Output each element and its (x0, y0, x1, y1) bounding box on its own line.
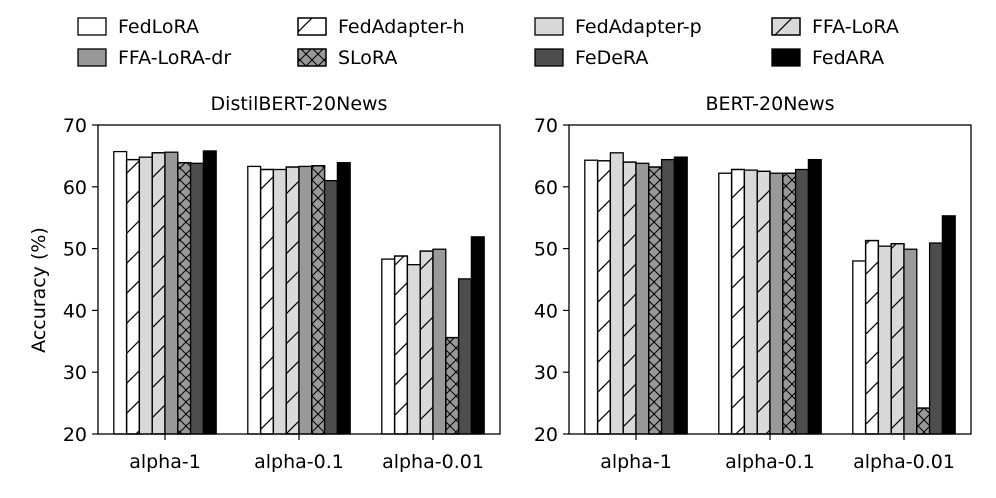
x-tick-label-alpha-0-01: alpha-0.01 (382, 451, 484, 473)
legend-label: FedAdapter-h (338, 16, 465, 38)
bar-fedara-alpha-0-1 (807, 158, 822, 435)
bar-fedadapter-p-alpha-0-01 (406, 264, 421, 435)
y-axis-label: Accuracy (%) (28, 227, 50, 353)
y-tick-label-40: 40 (63, 300, 87, 322)
x-tick-label-alpha-0-01: alpha-0.01 (853, 451, 955, 473)
x-tick-label-alpha-0-1: alpha-0.1 (725, 451, 815, 473)
bar-fedlora-alpha-1 (584, 159, 599, 435)
chart-bert-20news: BERT-20News alpha-1 alpha-0.1 alpha-0.01 20 3… (534, 93, 972, 473)
bar-fedara-alpha-0-01 (470, 236, 485, 435)
bar-fedara-alpha-1 (673, 156, 688, 435)
y-tick-label-40: 40 (534, 300, 558, 322)
bar-hatch-ffa-lora-alpha-0-1 (756, 170, 771, 435)
bar-hatch-fedadapter-h-alpha-0-01 (864, 239, 880, 435)
bar-hatch-slora-alpha-0-01 (445, 336, 460, 435)
bar-hatch-fedadapter-h-alpha-1 (125, 158, 141, 435)
legend-swatch-hatch (297, 17, 327, 36)
bar-fedlora-alpha-0-01 (381, 258, 396, 435)
bar-hatch-ffa-lora-alpha-0-01 (419, 250, 434, 435)
legend-label: FFA-LoRA (812, 16, 899, 38)
legend-item-fedadapter-h: FedAdapter-h (297, 16, 465, 38)
bar-fedlora-alpha-0-1 (247, 165, 262, 435)
legend-label: FedLoRA (118, 16, 199, 38)
bar-federa-alpha-1 (660, 158, 676, 435)
bar-fedara-alpha-0-1 (336, 162, 351, 435)
x-tick-label-alpha-1: alpha-1 (129, 451, 201, 473)
bar-ffa-lora-dr-alpha-0-01 (432, 248, 447, 435)
bar-federa-alpha-0-01 (457, 278, 473, 435)
legend-label: FFA-LoRA-dr (118, 47, 231, 69)
bar-ffa-lora-dr-alpha-1 (164, 151, 179, 435)
legend-item-ffa-lora: FFA-LoRA (771, 16, 899, 38)
x-tick-label-alpha-0-1: alpha-0.1 (254, 451, 344, 473)
bar-fedlora-alpha-0-01 (852, 260, 867, 435)
bar-fedara-alpha-0-01 (941, 215, 956, 435)
bar-hatch-slora-alpha-1 (648, 166, 663, 435)
bar-hatch-fedadapter-h-alpha-0-1 (259, 168, 275, 435)
y-tick-label-30: 30 (534, 362, 558, 384)
legend-swatch-hatch (297, 48, 327, 67)
bar-ffa-lora-dr-alpha-0-1 (298, 165, 313, 435)
bar-hatch-ffa-lora-alpha-0-01 (890, 243, 905, 435)
bar-federa-alpha-0-01 (928, 242, 944, 435)
legend-item-fedlora: FedLoRA (77, 16, 199, 38)
bar-fedadapter-p-alpha-1 (138, 156, 153, 435)
bar-hatch-slora-alpha-0-1 (311, 165, 326, 435)
bar-hatch-ffa-lora-alpha-0-1 (285, 166, 300, 435)
y-tick-label-60: 60 (534, 177, 558, 199)
bar-ffa-lora-dr-alpha-1 (635, 162, 650, 435)
y-tick-label-50: 50 (63, 239, 87, 261)
legend-swatch (534, 17, 564, 36)
bar-fedlora-alpha-0-1 (718, 172, 733, 435)
bar-fedara-alpha-1 (202, 150, 217, 435)
bar-hatch-slora-alpha-0-1 (782, 172, 797, 435)
legend-swatch (77, 17, 107, 36)
bar-hatch-slora-alpha-0-01 (916, 407, 931, 435)
bar-hatch-fedadapter-h-alpha-0-1 (730, 168, 746, 435)
bar-hatch-slora-alpha-1 (177, 162, 192, 435)
legend-swatch-hatch (771, 17, 801, 36)
legend-swatch (77, 48, 107, 67)
legend-label: FeDeRA (575, 47, 648, 69)
bar-ffa-lora-dr-alpha-0-1 (769, 172, 784, 435)
legend-swatch (771, 48, 801, 67)
legend-item-ffa-lora-dr: FFA-LoRA-dr (77, 47, 231, 69)
legend-label: FedARA (812, 47, 884, 69)
bar-fedadapter-p-alpha-0-1 (272, 168, 287, 435)
axes-frame (97, 124, 501, 435)
bar-fedadapter-p-alpha-0-01 (877, 245, 892, 435)
bar-ffa-lora-dr-alpha-0-01 (903, 248, 918, 435)
legend-item-federa: FeDeRA (534, 47, 648, 69)
y-tick-label-60: 60 (63, 177, 87, 199)
y-tick-label-20: 20 (534, 424, 558, 446)
y-tick-label-50: 50 (534, 239, 558, 261)
y-tick-label-20: 20 (63, 424, 87, 446)
legend: FedLoRA FedAdapter-h FedAdapter-p FFA-LoRA F… (77, 16, 899, 69)
chart-title: DistilBERT-20News (211, 93, 388, 115)
axes-frame (568, 124, 972, 435)
chart-title: BERT-20News (705, 93, 834, 115)
bar-federa-alpha-1 (189, 162, 205, 435)
bar-hatch-ffa-lora-alpha-1 (622, 161, 637, 435)
y-tick-label-70: 70 (63, 115, 87, 137)
bar-hatch-fedadapter-h-alpha-1 (596, 160, 612, 435)
bar-fedadapter-p-alpha-1 (609, 152, 624, 435)
bar-fedlora-alpha-1 (113, 150, 128, 435)
legend-swatch (534, 48, 564, 67)
legend-item-fedara: FedARA (771, 47, 884, 69)
bar-federa-alpha-0-1 (794, 168, 810, 435)
y-tick-label-30: 30 (63, 362, 87, 384)
bar-hatch-fedadapter-h-alpha-0-01 (393, 255, 409, 435)
y-tick-label-70: 70 (534, 115, 558, 137)
bar-federa-alpha-0-1 (323, 179, 339, 435)
chart-distilbert-20news: DistilBERT-20News alpha-1 alpha-0.1 alpha-0… (63, 93, 501, 473)
x-tick-label-alpha-1: alpha-1 (600, 451, 672, 473)
legend-item-fedadapter-p: FedAdapter-p (534, 16, 702, 38)
bar-hatch-ffa-lora-alpha-1 (151, 152, 166, 435)
legend-label: SLoRA (338, 47, 397, 69)
bar-fedadapter-p-alpha-0-1 (743, 169, 758, 435)
legend-label: FedAdapter-p (575, 16, 702, 38)
legend-item-slora: SLoRA (297, 47, 397, 69)
